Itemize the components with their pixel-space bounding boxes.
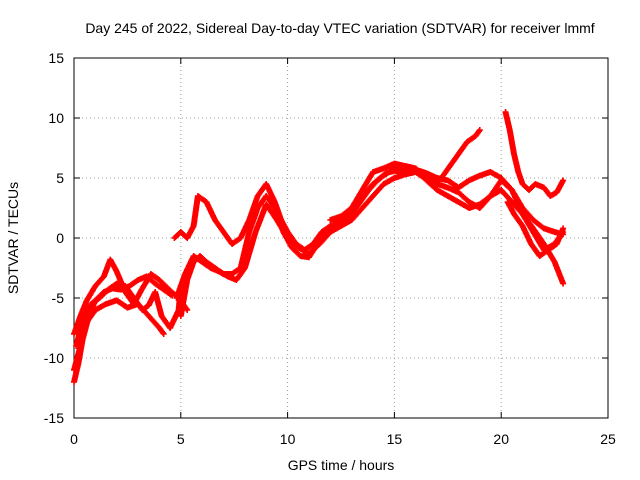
chart-title: Day 245 of 2022, Sidereal Day-to-day VTE… — [85, 20, 594, 36]
x-axis-label: GPS time / hours — [288, 457, 395, 473]
data-point-markers — [71, 256, 191, 337]
y-tick-label: 15 — [48, 50, 64, 66]
series-track-8 — [327, 160, 567, 253]
series-track-9 — [502, 109, 567, 199]
axis-ticks: 0 5 10 15 20 25 -15 -10 -5 0 5 10 15 — [44, 50, 616, 447]
series-track-4 — [73, 280, 184, 349]
data-point-markers — [327, 160, 567, 253]
series-track-10 — [504, 199, 567, 259]
x-tick-label: 15 — [387, 431, 403, 447]
data-point-markers — [504, 199, 567, 259]
series-track-2 — [71, 256, 191, 337]
data-point-markers — [502, 109, 567, 199]
x-tick-label: 0 — [70, 431, 78, 447]
data-point-markers — [73, 280, 184, 349]
data-points — [71, 109, 567, 385]
y-axis-label: SDTVAR / TECUs — [5, 182, 21, 294]
y-tick-label: -10 — [44, 350, 64, 366]
y-tick-label: 10 — [48, 110, 64, 126]
x-tick-label: 5 — [177, 431, 185, 447]
y-tick-label: 0 — [56, 230, 64, 246]
y-tick-label: -15 — [44, 410, 64, 426]
x-tick-label: 20 — [493, 431, 509, 447]
y-tick-label: -5 — [52, 290, 65, 306]
x-tick-label: 10 — [280, 431, 296, 447]
y-tick-label: 5 — [56, 170, 64, 186]
x-tick-label: 25 — [600, 431, 616, 447]
